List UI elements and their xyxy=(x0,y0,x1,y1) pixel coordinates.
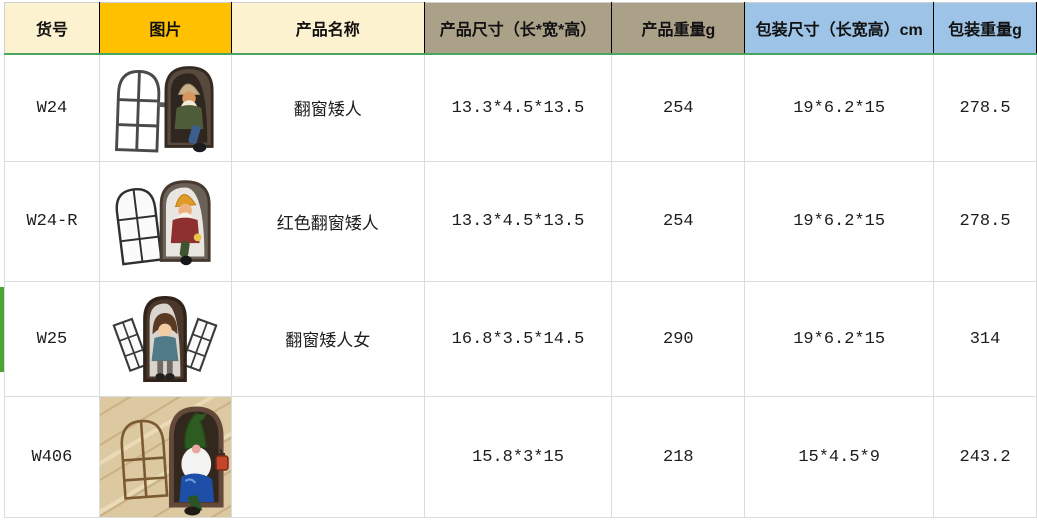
cell-product-name[interactable] xyxy=(230,396,425,518)
header-package-size[interactable]: 包装尺寸（长宽高）cm xyxy=(744,2,935,55)
gnome-window-w25-image xyxy=(100,283,230,396)
cell-product-name[interactable]: 红色翻窗矮人 xyxy=(230,161,425,282)
cell-product-weight[interactable]: 254 xyxy=(611,161,746,282)
cell-product-weight[interactable]: 218 xyxy=(611,396,746,518)
table-row: W24-R xyxy=(4,161,1037,282)
product-spec-table: 货号 图片 产品名称 产品尺寸（长*宽*高） 产品重量g 包装尺寸（长宽高）cm… xyxy=(4,2,1037,518)
cell-item-no[interactable]: W24 xyxy=(4,53,100,162)
header-product-size[interactable]: 产品尺寸（长*宽*高） xyxy=(423,2,613,55)
cell-item-no[interactable]: W24-R xyxy=(4,161,100,282)
cell-product-image[interactable] xyxy=(98,161,232,282)
cell-package-weight[interactable]: 278.5 xyxy=(933,161,1037,282)
cell-item-no[interactable]: W406 xyxy=(4,396,100,518)
table-row: W24 xyxy=(4,53,1037,162)
header-image[interactable]: 图片 xyxy=(98,2,232,55)
header-product-name[interactable]: 产品名称 xyxy=(230,2,425,55)
cell-package-size[interactable]: 15*4.5*9 xyxy=(744,396,935,518)
cell-product-size[interactable]: 16.8*3.5*14.5 xyxy=(423,281,613,397)
header-row: 货号 图片 产品名称 产品尺寸（长*宽*高） 产品重量g 包装尺寸（长宽高）cm… xyxy=(4,2,1037,55)
cell-product-weight[interactable]: 254 xyxy=(611,53,746,162)
header-product-weight[interactable]: 产品重量g xyxy=(611,2,746,55)
cell-product-name[interactable]: 翻窗矮人 xyxy=(230,53,425,162)
gnome-window-w24r-image xyxy=(100,163,230,281)
cell-product-size[interactable]: 15.8*3*15 xyxy=(423,396,613,518)
cell-package-weight[interactable]: 243.2 xyxy=(933,396,1037,518)
gnome-window-w406-photo xyxy=(100,397,231,517)
cell-product-image[interactable] xyxy=(98,396,232,518)
cell-product-size[interactable]: 13.3*4.5*13.5 xyxy=(423,161,613,282)
cell-package-weight[interactable]: 278.5 xyxy=(933,53,1037,162)
cell-item-no[interactable]: W25 xyxy=(4,281,100,397)
cell-product-name[interactable]: 翻窗矮人女 xyxy=(230,281,425,397)
cell-product-weight[interactable]: 290 xyxy=(611,281,746,397)
header-item-no[interactable]: 货号 xyxy=(4,2,100,55)
cell-package-size[interactable]: 19*6.2*15 xyxy=(744,161,935,282)
cell-package-size[interactable]: 19*6.2*15 xyxy=(744,281,935,397)
header-package-weight[interactable]: 包装重量g xyxy=(933,2,1037,55)
gnome-window-w24-image xyxy=(100,55,230,161)
cell-product-image[interactable] xyxy=(98,281,232,397)
cell-package-size[interactable]: 19*6.2*15 xyxy=(744,53,935,162)
table-row: W406 xyxy=(4,396,1037,518)
cell-product-size[interactable]: 13.3*4.5*13.5 xyxy=(423,53,613,162)
cell-package-weight[interactable]: 314 xyxy=(933,281,1037,397)
cell-product-image[interactable] xyxy=(98,53,232,162)
row-selection-marker xyxy=(0,287,4,372)
table-row: W25 xyxy=(4,281,1037,397)
